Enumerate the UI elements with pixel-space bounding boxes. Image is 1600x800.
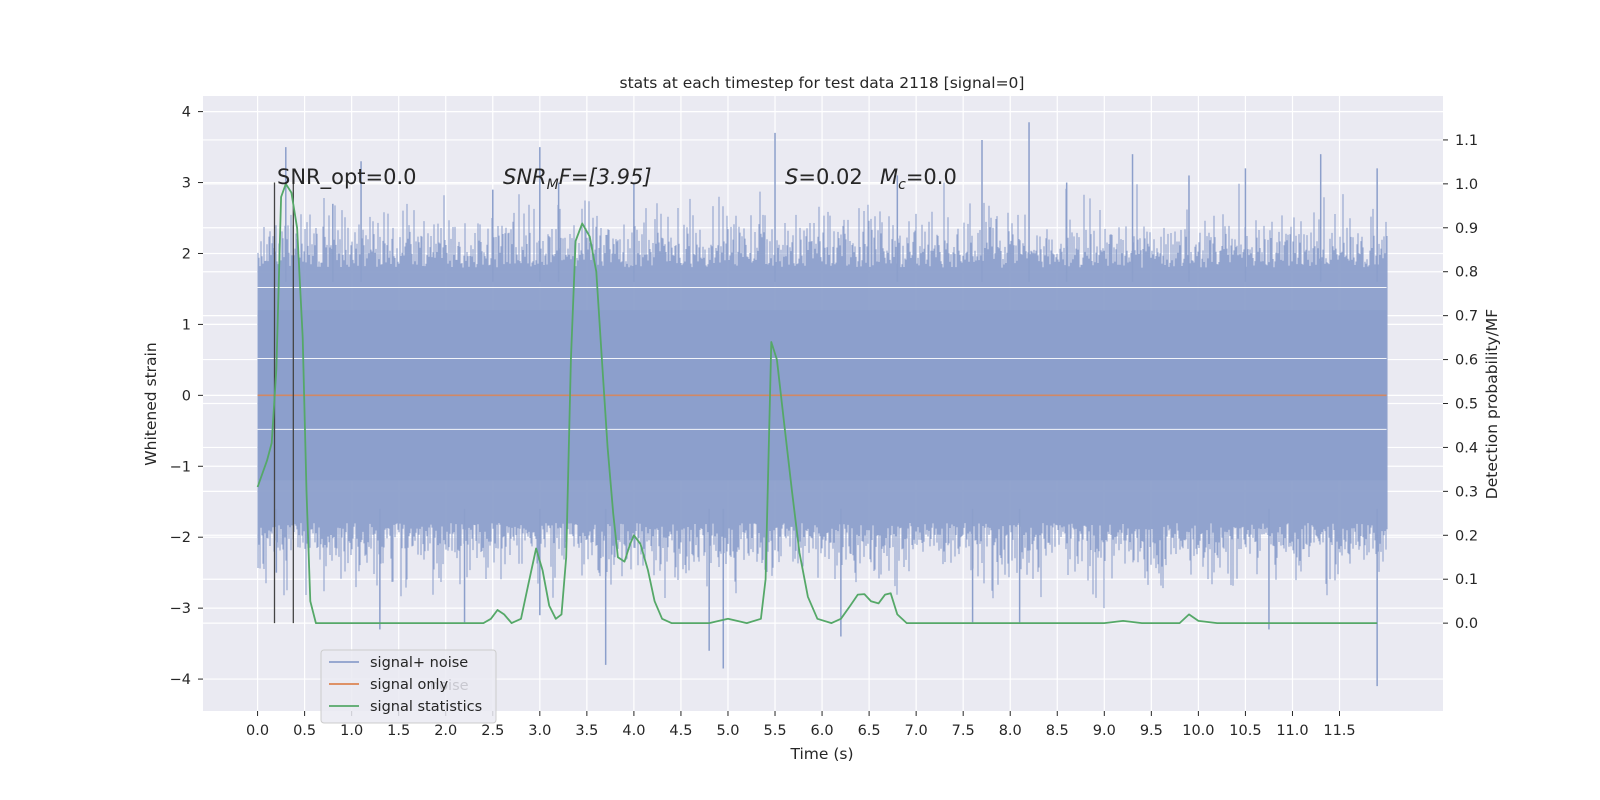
legend-label-signal-statistics: signal statistics — [370, 699, 482, 715]
x-tick-label: 2.5 — [481, 723, 504, 739]
x-tick-label: 1.5 — [387, 723, 410, 739]
right-y-tick-label: 0.5 — [1455, 397, 1478, 413]
x-tick-label: 8.5 — [1046, 723, 1069, 739]
right-y-tick-label: 0.3 — [1455, 484, 1478, 500]
left-y-tick-label: −2 — [170, 530, 191, 546]
right-y-axis-label: Detection probability/MF — [1483, 309, 1501, 500]
x-tick-label: 6.5 — [858, 723, 881, 739]
right-y-tick-label: 0.4 — [1455, 440, 1478, 456]
legend: noise signal+ noise signal only signal s… — [320, 649, 497, 724]
right-y-tick-label: 1.1 — [1455, 133, 1478, 149]
x-tick-label: 0.5 — [293, 723, 316, 739]
left-y-tick-label: 3 — [182, 176, 191, 192]
snr-mf-subscript: M — [547, 177, 559, 193]
left-y-tick-label: −3 — [170, 601, 191, 617]
x-tick-label: 4.5 — [669, 723, 692, 739]
left-y-tick-label: −1 — [170, 459, 191, 475]
left-y-tick-label: 1 — [182, 317, 191, 333]
right-y-tick-label: 0.2 — [1455, 528, 1478, 544]
snr-mf-annotation: SNRMF=[3.95] — [503, 165, 652, 193]
s-value: =0.02 — [798, 165, 862, 189]
x-tick-label: 7.0 — [905, 723, 928, 739]
mc-subscript: c — [898, 177, 906, 193]
right-y-tick-label: 0.0 — [1455, 616, 1478, 632]
legend-ghost-text: noise — [430, 678, 469, 694]
x-tick-label: 6.0 — [811, 723, 834, 739]
x-tick-label: 0.0 — [246, 723, 269, 739]
x-tick-label: 5.5 — [763, 723, 786, 739]
right-y-tick-label: 0.6 — [1455, 353, 1478, 369]
left-y-tick-label: −4 — [170, 672, 191, 688]
s-annotation: S=0.02 — [785, 165, 863, 189]
right-y-tick-label: 0.8 — [1455, 265, 1478, 281]
left-y-tick-label: 0 — [182, 388, 191, 404]
x-tick-label: 3.5 — [575, 723, 598, 739]
legend-box — [320, 649, 497, 724]
x-tick-label: 8.0 — [999, 723, 1022, 739]
right-y-tick-label: 1.0 — [1455, 177, 1478, 193]
left-y-axis-label: Whitened strain — [142, 342, 160, 465]
snr-mf-main: SNR — [503, 165, 547, 189]
mc-symbol: M — [880, 165, 898, 189]
right-y-tick-label: 0.7 — [1455, 309, 1478, 325]
s-symbol: S — [785, 165, 798, 189]
snr-mf-value: F=[3.95] — [559, 165, 652, 189]
x-tick-label: 7.5 — [952, 723, 975, 739]
legend-label-signal-only: signal only — [370, 677, 449, 693]
signal-statistics-series — [256, 182, 1378, 624]
legend-label-signal-noise: signal+ noise — [370, 655, 468, 671]
x-axis-label: Time (s) — [789, 745, 853, 763]
x-tick-label: 5.0 — [716, 723, 739, 739]
x-tick-label: 3.0 — [528, 723, 551, 739]
left-y-tick-label: 4 — [182, 105, 191, 121]
x-tick-label: 2.0 — [434, 723, 457, 739]
x-tick-label: 4.0 — [622, 723, 645, 739]
x-tick-label: 9.0 — [1093, 723, 1116, 739]
x-tick-labels: 0.0 0.5 1.0 1.5 2.0 2.5 3.0 3.5 4.0 4.5 5.0 5.5 6.0 6… — [246, 711, 1356, 739]
x-tick-label: 1.0 — [340, 723, 363, 739]
right-y-tick-label: 0.9 — [1455, 221, 1478, 237]
mc-annotation: Mc=0.0 — [880, 165, 957, 193]
mc-value: =0.0 — [906, 165, 957, 189]
x-tick-label: 9.5 — [1140, 723, 1163, 739]
x-tick-label: 11.0 — [1276, 723, 1308, 739]
chart-title: stats at each timestep for test data 211… — [620, 74, 1025, 92]
snr-opt-annotation: SNR_opt=0.0 — [277, 165, 417, 190]
left-y-tick-label: 2 — [182, 246, 191, 262]
x-tick-label: 10.0 — [1182, 723, 1214, 739]
x-tick-label: 11.5 — [1323, 723, 1355, 739]
signal-statistics-line — [256, 182, 1378, 624]
left-y-tick-labels: 4 3 2 1 0 −1 −2 −3 −4 — [170, 105, 203, 688]
right-y-tick-label: 0.1 — [1455, 572, 1478, 588]
x-tick-label: 10.5 — [1229, 723, 1261, 739]
right-y-tick-labels: 1.1 1.0 0.9 0.8 0.7 0.6 0.5 0.4 0.3 0.2 0.1 0.0 — [1443, 133, 1478, 632]
